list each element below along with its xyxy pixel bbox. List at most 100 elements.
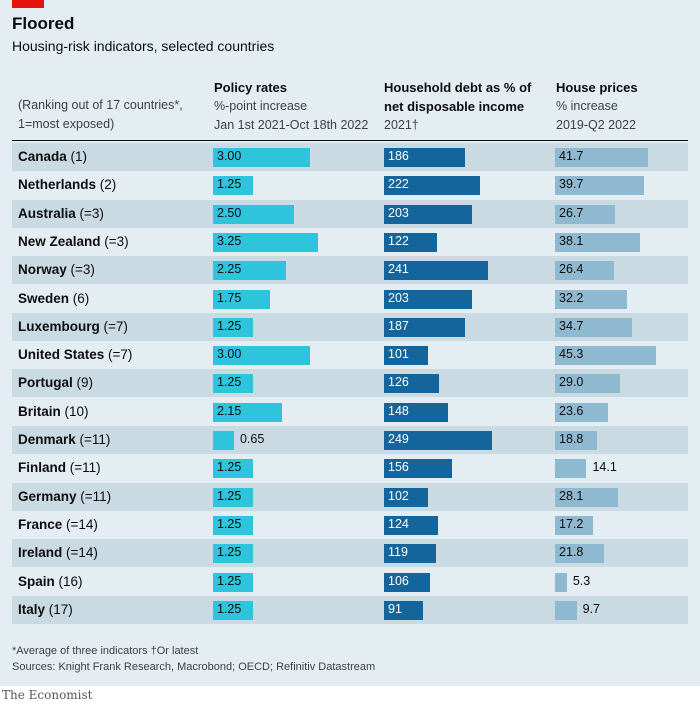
house-value-label: 29.0 [559,375,584,390]
debt-bar [384,289,472,309]
house-bar [555,346,657,366]
house-header-title: House prices [556,80,638,95]
house-bar [555,289,627,309]
table-row: New Zealand (=3) 3.25 122 38.1 [12,228,688,256]
debt-bar [384,600,424,620]
debt-bar [384,487,429,507]
policy-header-line1: %-point increase [214,99,308,113]
rank-header-line2: 1=most exposed) [18,117,115,131]
policy-bar [213,459,254,479]
house-value-label: 5.3 [572,573,591,588]
house-value-label: 17.2 [559,516,584,531]
debt-bar [384,148,465,167]
policy-header-line2: Jan 1st 2021-Oct 18th 2022 [214,118,369,132]
policy-value-label: 3.00 [217,149,242,163]
debt-bar [384,544,436,564]
house-bar [555,459,587,479]
country-name: New Zealand [18,233,101,249]
policy-value-label: 1.25 [217,573,242,588]
country-label: Ireland (=14) [18,545,98,560]
table-row: Luxembourg (=7) 1.25 187 34.7 [12,312,688,341]
table-row: Denmark (=11) 0.65 249 18.8 [12,426,688,454]
house-value-label: 45.3 [559,347,584,362]
house-header-line1: % increase [556,99,618,113]
house-bar [555,515,594,535]
policy-value-label: 1.25 [217,488,242,503]
house-value-label: 18.8 [559,432,584,446]
policy-value-label: 1.25 [217,375,242,390]
country-name: Netherlands [18,177,97,193]
policy-value-label: 3.00 [217,347,242,362]
policy-bar [213,176,254,196]
debt-value-label: 126 [388,375,409,390]
policy-bar [213,346,310,366]
country-label: Italy (17) [18,602,73,617]
debt-column-header: Household debt as % of net disposable in… [384,78,531,135]
debt-value-label: 203 [388,205,409,220]
policy-value-label: 1.25 [217,460,242,475]
debt-value-label: 203 [388,290,409,305]
country-rank: (2) [96,177,117,193]
debt-value-label: 119 [388,545,408,560]
house-bar [555,544,604,564]
country-label: Portugal (9) [18,375,93,390]
house-bar [555,402,608,422]
country-rank: (1) [66,149,88,164]
country-name: Sweden [18,290,70,306]
country-rank: (16) [54,573,83,589]
debt-value-label: 187 [388,318,409,333]
debt-header-title-line1: Household debt as % of [384,80,532,95]
house-header-line2: 2019-Q2 2022 [556,118,636,132]
debt-value-label: 148 [388,403,409,418]
policy-bar [213,487,254,507]
house-value-label: 32.2 [559,290,584,305]
table-row: Italy (17) 1.25 91 9.7 [12,595,688,624]
country-rank: (=3) [75,205,104,221]
country-label: Germany (=11) [18,489,111,504]
country-name: Italy [18,601,46,617]
policy-value-label: 0.65 [239,432,265,446]
house-value-label: 21.8 [559,545,584,560]
house-value-label: 26.7 [559,205,584,220]
country-name: Ireland [18,545,63,561]
house-bar [555,176,644,196]
house-bar [555,431,597,450]
debt-value-label: 102 [388,488,409,503]
debt-bar [384,176,481,196]
table-row: France (=14) 1.25 124 17.2 [12,511,688,539]
country-name: Finland [18,460,66,476]
chart-card: Floored Housing-risk indicators, selecte… [0,0,700,686]
policy-bar [213,402,283,422]
table-row: Portugal (9) 1.25 126 29.0 [12,369,688,398]
debt-value-label: 124 [388,516,409,531]
debt-bar [384,232,437,252]
house-bar [555,374,620,394]
country-name: Luxembourg [18,318,100,334]
house-value-label: 39.7 [559,177,584,192]
table-row: Finland (=11) 1.25 156 14.1 [12,454,688,482]
policy-value-label: 2.15 [217,403,242,418]
table-row: Britain (10) 2.15 148 23.6 [12,398,688,426]
policy-value-label: 2.25 [217,262,242,277]
brand-red-tag [12,0,44,8]
house-bar [555,317,633,337]
country-label: Netherlands (2) [18,177,116,192]
country-label: Spain (16) [18,574,83,589]
house-column-header: House prices % increase 2019-Q2 2022 [556,78,638,135]
country-rank: (=3) [66,262,95,278]
house-value-label: 23.6 [559,403,584,418]
table-row: Norway (=3) 2.25 241 26.4 [12,256,688,285]
debt-bar [384,374,439,394]
country-name: Spain [18,573,55,589]
table-row: Sweden (6) 1.75 203 32.2 [12,285,688,313]
country-label: Norway (=3) [18,262,95,277]
table-row: Ireland (=14) 1.25 119 21.8 [12,539,688,568]
footnote: *Average of three indicators †Or latest [12,645,199,657]
country-name: Denmark [18,432,76,447]
country-name: Norway [18,262,67,278]
table-row: Canada (1) 3.00 186 41.7 [12,143,688,171]
brand-wordmark: The Economist [2,688,93,702]
policy-value-label: 1.25 [217,177,242,192]
country-label: Sweden (6) [18,291,89,306]
debt-bar [384,459,452,479]
